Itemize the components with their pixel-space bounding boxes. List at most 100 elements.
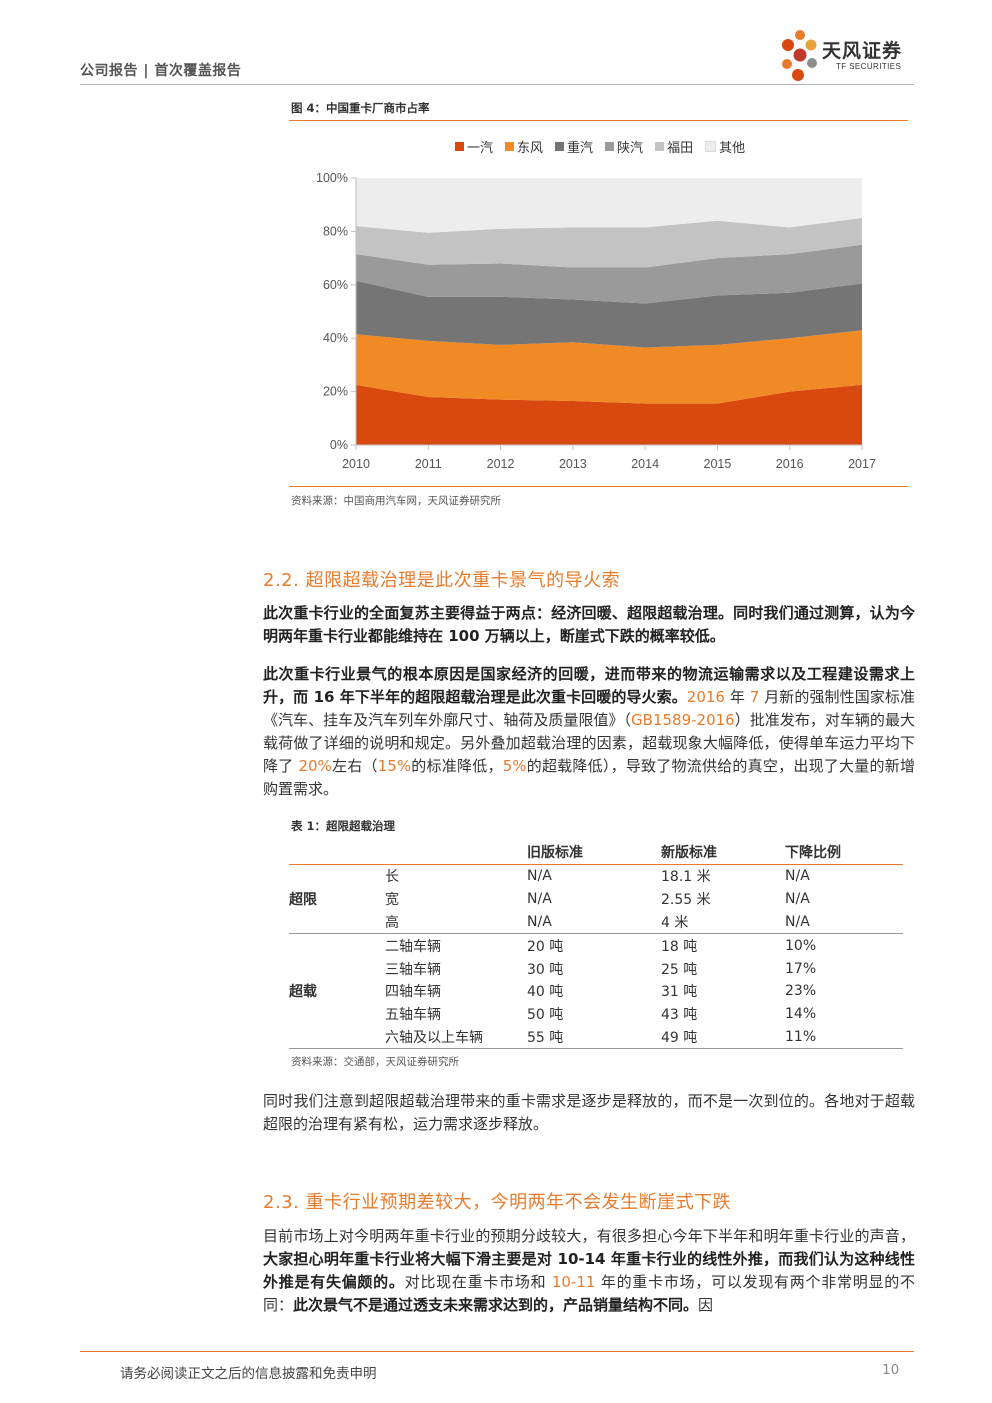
table-cell: 17% [785, 960, 817, 977]
paragraph-bold-text: 大家担心明年重卡行业将大幅下滑主要是对 10-14 年重卡行业的线性外推，而我们… [263, 1250, 915, 1291]
table-cell: 高 [385, 910, 527, 935]
table-cell: 11% [785, 1025, 903, 1050]
company-logo-icon [782, 30, 817, 81]
y-tick-label: 80% [323, 224, 348, 238]
legend-swatch [605, 141, 615, 151]
number-text: 15% [377, 757, 412, 775]
table-source: 资料来源：交通部，天风证券研究所 [291, 1056, 459, 1068]
legend-label: 东风 [517, 140, 544, 156]
table-cell: N/A [785, 891, 810, 908]
body-text: 年的重卡市场，可以发现有两个非常明显的不同： [263, 1273, 915, 1314]
body-text: 月新的强制性国家标准《汽车、挂车及汽车列车外廓尺寸、轴荷及质量限值》（ [263, 688, 915, 729]
table-cell: N/A [527, 910, 661, 935]
table-cell: 20 吨 [527, 938, 564, 955]
overload-standards-table: 旧版标准 新版标准 下降比例 超限 长 N/A 18.1 米 N/A 宽 N/A… [289, 840, 903, 1050]
number-text: 5% [502, 757, 527, 775]
chart-legend: 一汽 东风 重汽 陕汽 福田 其他 [455, 137, 745, 156]
table-header-cell: 新版标准 [661, 840, 785, 865]
table-cell: 4 米 [661, 910, 785, 935]
table-cell: 二轴车辆 [385, 938, 441, 955]
market-share-area-chart: 0% 20% 40% 60% 80% 100% 2010 2011 2012 2013 2014 20… [316, 171, 876, 471]
table-row: 五轴车辆 50 吨 43 吨 14% [289, 1003, 903, 1026]
table-cell: 长 [385, 869, 399, 886]
number-text: 7 [749, 688, 760, 706]
table-header-row: 旧版标准 新版标准 下降比例 [289, 840, 903, 865]
legend-swatch [555, 141, 565, 151]
x-tick-label: 2014 [631, 457, 659, 471]
legend-label: 其他 [719, 140, 746, 156]
x-tick-label: 2011 [415, 457, 442, 471]
number-text: GB1589-2016 [631, 711, 735, 729]
legend-item: 福田 [655, 137, 693, 156]
section-2-3-paragraph: 目前市场上对今明两年重卡行业的预期分歧较大，有很多担心今年下半年和明年重卡行业的… [263, 1225, 915, 1317]
header-divider [80, 84, 914, 85]
table-header-cell: 下降比例 [785, 840, 903, 865]
legend-swatch [455, 141, 464, 151]
table-cell: 55 吨 [527, 1025, 661, 1050]
table-cell: 30 吨 [527, 961, 564, 978]
y-tick-label: 40% [323, 331, 348, 345]
table-cell: 31 吨 [661, 984, 698, 1001]
y-tick-label: 0% [330, 438, 348, 452]
body-text: 目前市场上对今明两年重卡行业的预期分歧较大，有很多担心今年下半年和明年重卡行业的… [263, 1227, 915, 1245]
body-text: 左右（ [331, 757, 378, 775]
footer-disclaimer: 请务必阅读正文之后的信息披露和免责申明 [120, 1366, 377, 1382]
table-row: 超限 长 N/A 18.1 米 N/A [289, 864, 903, 935]
legend-item: 一汽 [455, 137, 493, 156]
legend-item: 陕汽 [605, 137, 643, 156]
figure-bottom-rule [289, 486, 908, 487]
x-tick-label: 2016 [776, 457, 804, 471]
y-tick-label: 100% [316, 171, 348, 185]
table-cell: 14% [785, 1006, 817, 1023]
table-cell: 49 吨 [661, 1025, 785, 1050]
body-text: 对比现在重卡市场和 [404, 1273, 552, 1291]
table-cell: 三轴车辆 [385, 961, 441, 978]
legend-label: 重汽 [567, 140, 594, 156]
table-title: 表 1：超限超载治理 [291, 819, 396, 833]
table-cell: 25 吨 [661, 961, 698, 978]
paragraph-after-table: 同时我们注意到超限超载治理带来的重卡需求是逐步是释放的，而不是一次到位的。各地对… [263, 1092, 915, 1133]
body-text: 的标准降低， [411, 757, 503, 775]
area-series-1 [356, 330, 862, 404]
x-tick-label: 2013 [559, 457, 587, 471]
area-series-4 [356, 218, 862, 268]
y-tick-label: 20% [323, 385, 348, 399]
body-text: 年 [724, 688, 750, 706]
table-cell: 50 吨 [527, 1007, 564, 1024]
legend-item: 重汽 [555, 137, 593, 156]
table-row: 宽 N/A 2.55 米 N/A [289, 888, 903, 911]
figure-top-rule [289, 120, 908, 121]
table-cell: 六轴及以上车辆 [385, 1025, 527, 1050]
table-cell: 四轴车辆 [385, 984, 441, 1001]
x-tick-label: 2017 [848, 457, 876, 471]
table-header-cell: 旧版标准 [527, 840, 661, 865]
footer-divider [80, 1351, 914, 1352]
legend-label: 一汽 [467, 140, 494, 156]
table-row: 高 N/A 4 米 N/A [289, 910, 903, 935]
table-cell: N/A [785, 868, 810, 885]
table-header-cell [289, 840, 385, 865]
section-heading-2-2: 2.2. 超限超载治理是此次重卡景气的导火索 [263, 570, 621, 591]
legend-label: 福田 [667, 140, 694, 156]
legend-item: 其他 [705, 137, 745, 156]
table-cell: 18.1 米 [661, 869, 711, 886]
section-2-2-paragraph-1: 此次重卡行业的全面复苏主要得益于两点：经济回暖、超限超载治理。同时我们通过测算，… [263, 602, 915, 648]
table-row: 六轴及以上车辆 55 吨 49 吨 11% [289, 1025, 903, 1050]
table-row: 三轴车辆 30 吨 25 吨 17% [289, 957, 903, 980]
figure-title: 图 4：中国重卡厂商市占率 [291, 101, 430, 115]
table-cell: 43 吨 [661, 1007, 698, 1024]
legend-swatch [705, 140, 717, 152]
body-text: ）批准发布，对车辆的最大载荷做了详细的说明和规定。另外叠加超载治理的因素，超载现… [263, 711, 915, 775]
report-type-header: 公司报告 | 首次覆盖报告 [80, 63, 242, 79]
area-series-3 [356, 244, 862, 304]
paragraph-bold-text: 此次重卡行业的全面复苏主要得益于两点：经济回暖、超限超载治理。同时我们通过测算，… [263, 604, 915, 645]
table-group-label: 超限 [289, 864, 385, 935]
figure-source: 资料来源：中国商用汽车网，天风证券研究所 [291, 495, 501, 507]
area-series-0 [356, 384, 862, 445]
table-cell: 23% [785, 983, 817, 1000]
paragraph-bold-text: 此次景气不是通过透支未来需求达到的，产品销量结构不同。 [293, 1296, 699, 1314]
x-tick-label: 2015 [704, 457, 732, 471]
company-logo-name: 天风证券 [822, 40, 903, 62]
area-series-5 [356, 178, 862, 233]
legend-item: 东风 [505, 137, 543, 156]
